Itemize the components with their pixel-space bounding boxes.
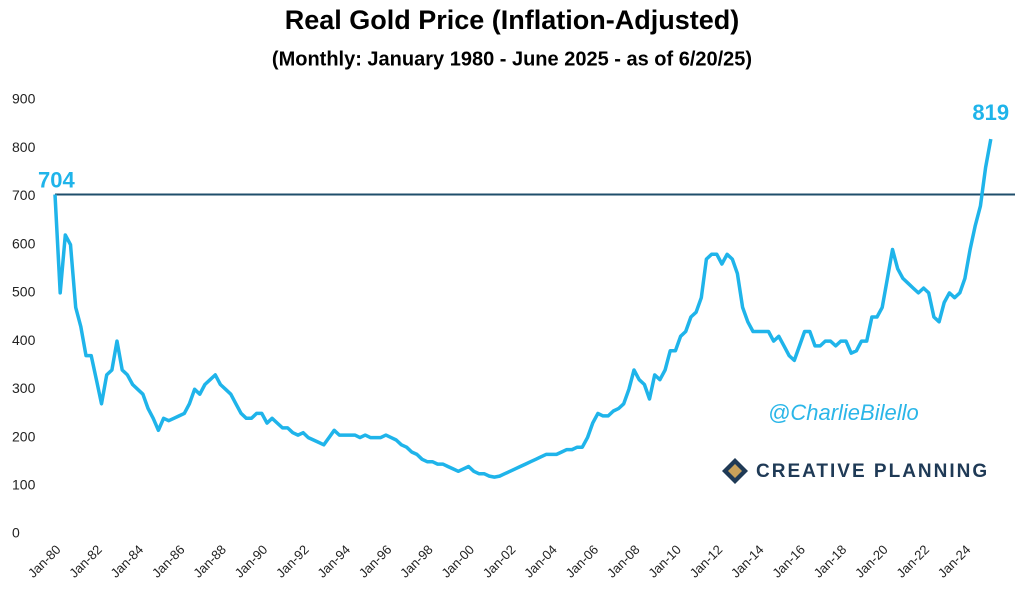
y-tick-label: 200: [12, 428, 36, 444]
x-tick-label: Jan-84: [108, 542, 147, 581]
x-tick-label: Jan-10: [645, 542, 684, 581]
watermark: @CharlieBilello: [768, 400, 919, 425]
logo-icon: [722, 458, 748, 484]
y-tick-label: 700: [12, 187, 36, 203]
y-tick-label: 500: [12, 284, 36, 300]
reference-label: 704: [38, 167, 75, 192]
y-tick-label: 0: [12, 525, 20, 541]
x-tick-label: Jan-18: [811, 542, 850, 581]
chart-subtitle: (Monthly: January 1980 - June 2025 - as …: [272, 48, 752, 70]
x-tick-label: Jan-92: [273, 542, 312, 581]
x-tick-label: Jan-04: [521, 542, 560, 581]
x-tick-label: Jan-06: [563, 542, 602, 581]
x-tick-label: Jan-00: [438, 542, 477, 581]
x-tick-label: Jan-88: [190, 542, 229, 581]
x-tick-label: Jan-90: [232, 542, 271, 581]
y-tick-label: 400: [12, 332, 36, 348]
x-tick-label: Jan-98: [397, 542, 436, 581]
price-line: [53, 138, 993, 479]
x-tick-label: Jan-94: [314, 542, 353, 581]
x-tick-label: Jan-22: [893, 542, 932, 581]
x-tick-label: Jan-08: [604, 542, 643, 581]
x-tick-label: Jan-82: [66, 542, 105, 581]
x-tick-label: Jan-16: [769, 542, 808, 581]
x-tick-label: Jan-14: [728, 542, 767, 581]
end-label: 819: [972, 100, 1009, 125]
y-tick-label: 100: [12, 476, 36, 492]
logo-text: CREATIVE PLANNING: [756, 461, 989, 482]
y-tick-label: 300: [12, 380, 36, 396]
x-tick-label: Jan-96: [356, 542, 395, 581]
x-tick-label: Jan-02: [480, 542, 519, 581]
x-tick-label: Jan-86: [149, 542, 188, 581]
y-tick-label: 600: [12, 235, 36, 251]
x-tick-label: Jan-80: [25, 542, 64, 581]
x-tick-label: Jan-20: [852, 542, 891, 581]
y-tick-label: 800: [12, 139, 36, 155]
y-tick-label: 900: [12, 91, 36, 107]
x-tick-label: Jan-24: [935, 542, 974, 581]
x-tick-label: Jan-12: [687, 542, 726, 581]
chart-title: Real Gold Price (Inflation-Adjusted): [285, 5, 740, 35]
